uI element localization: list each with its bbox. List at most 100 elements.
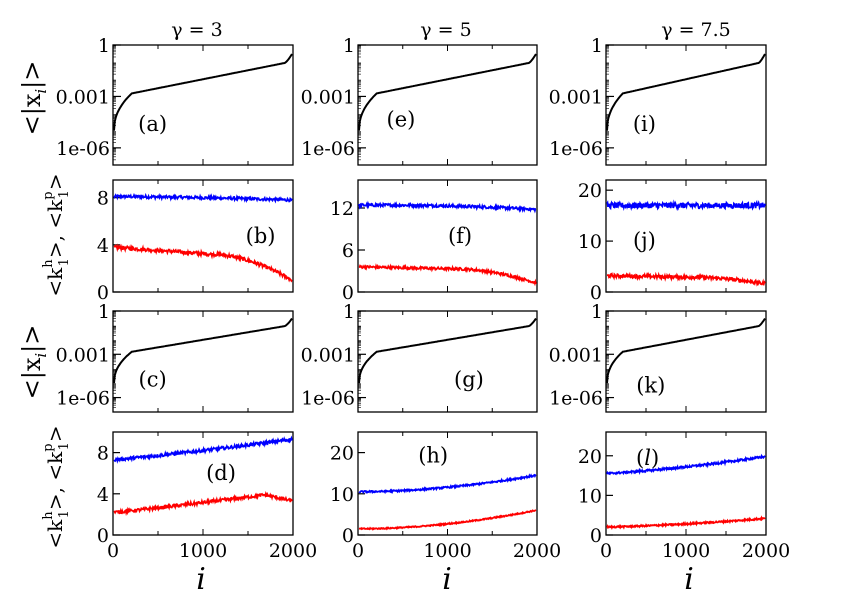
panel-c-ytick-label: 1 [98, 301, 110, 323]
panel-d-ytick-label: 0 [97, 525, 109, 547]
panel-a-label: (a) [138, 112, 167, 136]
panel-j-series-kp [606, 199, 766, 212]
panel-g-ytick-label: 1 [343, 301, 355, 323]
panel-l-series-kh [606, 515, 766, 530]
panel-e-ytick-label: 1e-06 [301, 138, 355, 160]
panel-h-xtick-label: 2000 [513, 540, 561, 562]
panel-e-ytick-label: 1 [343, 35, 355, 57]
panel-l-series-kp [606, 453, 766, 476]
panel-l-xtick-label: 1000 [662, 540, 710, 562]
panel-a-ytick-label: 1e-06 [56, 138, 110, 160]
panel-l-ytick-label: 20 [578, 446, 602, 468]
panel-e-ytick-label: 0.001 [301, 86, 355, 108]
panel-i-ytick-label: 1 [591, 35, 603, 57]
column-title-gamma-3: γ = 3 [171, 19, 222, 41]
panel-d-ytick-label: 8 [97, 443, 109, 465]
panel-c-frame [112, 310, 294, 413]
panel-i-frame [605, 44, 767, 166]
x-axis-label-col-3: i [684, 562, 694, 595]
panel-g-label: (g) [454, 368, 484, 392]
panel-f-label: (f) [448, 224, 472, 248]
x-axis-label-col-1: i [196, 562, 206, 595]
panel-l-xtick-label: 0 [600, 540, 612, 562]
panel-d: 0 1000 2000 (d) 0 4 8 [97, 431, 317, 562]
panel-i-ytick-label: 0.001 [549, 86, 603, 108]
panel-l: 0 1000 2000 (l) 0 10 20 [578, 431, 790, 562]
panel-f-ytick-label: 0 [342, 282, 354, 304]
panel-h-xtick-label: 1000 [423, 540, 471, 562]
panel-l-ytick-label: 0 [590, 525, 602, 547]
panel-a: (a) 1 0.001 1e-06 [56, 35, 294, 166]
panel-e-series-xabs [358, 53, 537, 131]
panel-f: (f) 0 6 12 [330, 179, 538, 304]
panel-j-label: (j) [633, 228, 656, 252]
panel-d-frame [112, 431, 294, 536]
y-label-row-4: <kh1>, <kp1> [41, 425, 72, 548]
panel-g-frame [357, 310, 538, 413]
panel-j: (j) 0 10 20 [578, 179, 767, 304]
panel-b: (b) 0 4 8 [97, 179, 294, 304]
panel-d-label: (d) [206, 461, 236, 485]
panel-f-series-kh [358, 263, 537, 287]
panel-i-label: (i) [633, 112, 656, 136]
panel-a-ytick-label: 0.001 [56, 86, 110, 108]
panels-group: (a) 1 0.001 1e-06 (e) 1 0.001 1e-06 (i) 1 0.001 1e-… [56, 35, 791, 562]
panel-c: (c) 1 0.001 1e-06 [56, 301, 294, 413]
panel-k-ytick-label: 1e-06 [549, 388, 603, 410]
panel-b-ytick-label: 8 [97, 188, 109, 210]
panel-d-xtick-label: 2000 [269, 540, 317, 562]
panel-j-ytick-label: 10 [578, 231, 602, 253]
panel-l-label: (l) [636, 446, 659, 470]
panel-h-ytick-label: 10 [330, 484, 354, 506]
panel-k-ytick-label: 1 [591, 301, 603, 323]
panel-a-ytick-label: 1 [98, 35, 110, 57]
column-title-gamma-5: γ = 5 [420, 19, 471, 41]
panel-d-xtick-label: 1000 [179, 540, 227, 562]
panel-b-ytick-label: 0 [97, 282, 109, 304]
panel-e-frame [357, 44, 538, 166]
panel-h-ytick-label: 0 [342, 525, 354, 547]
panel-e: (e) 1 0.001 1e-06 [301, 35, 538, 166]
panel-b-series-kp [113, 192, 293, 204]
panel-l-xtick-label: 2000 [742, 540, 790, 562]
panel-k: (k) 1 0.001 1e-06 [549, 301, 767, 413]
panel-k-series-xabs [606, 317, 766, 384]
panel-d-ytick-label: 4 [97, 484, 109, 506]
y-label-row-2: <kh1>, <kp1> [41, 173, 72, 296]
x-axis-label-col-2: i [442, 562, 452, 595]
panel-f-series-kp [358, 200, 537, 214]
y-label-row-3: <|xi|> [18, 325, 50, 400]
panel-h-series-kh [358, 509, 537, 531]
column-title-gamma-7-5: γ = 7.5 [661, 19, 731, 41]
panel-k-frame [605, 310, 767, 413]
panel-i-series-xabs [606, 53, 766, 131]
panel-d-series-kp [113, 435, 293, 464]
panel-d-xtick-label: 0 [107, 540, 119, 562]
panel-h-label: (h) [418, 444, 448, 468]
panel-j-ytick-label: 20 [578, 180, 602, 202]
panel-b-label: (b) [246, 224, 276, 248]
panel-b-series-kh [113, 243, 293, 283]
panel-k-label: (k) [636, 374, 665, 398]
panel-j-ytick-label: 0 [590, 282, 602, 304]
panel-h-ytick-label: 20 [330, 443, 354, 465]
panel-h-series-kp [358, 473, 537, 495]
panel-k-ytick-label: 0.001 [549, 344, 603, 366]
panel-h: 0 1000 2000 (h) 0 10 20 [330, 431, 561, 562]
panel-j-series-kh [607, 271, 766, 287]
panel-c-ytick-label: 0.001 [56, 344, 110, 366]
y-label-row-1: <|xi|> [18, 61, 50, 136]
panel-e-label: (e) [387, 107, 416, 131]
panel-g-ytick-label: 0.001 [301, 344, 355, 366]
panel-g: (g) 1 0.001 1e-06 [301, 301, 538, 413]
panel-f-ytick-label: 12 [330, 198, 354, 220]
panel-a-series-xabs [113, 53, 293, 131]
panel-a-frame [112, 44, 294, 166]
panel-i-ytick-label: 1e-06 [549, 138, 603, 160]
panel-l-ytick-label: 10 [578, 485, 602, 507]
panel-g-series-xabs [358, 317, 537, 384]
panel-c-series-xabs [113, 317, 293, 384]
panel-c-ytick-label: 1e-06 [56, 388, 110, 410]
panel-b-ytick-label: 4 [97, 235, 109, 257]
